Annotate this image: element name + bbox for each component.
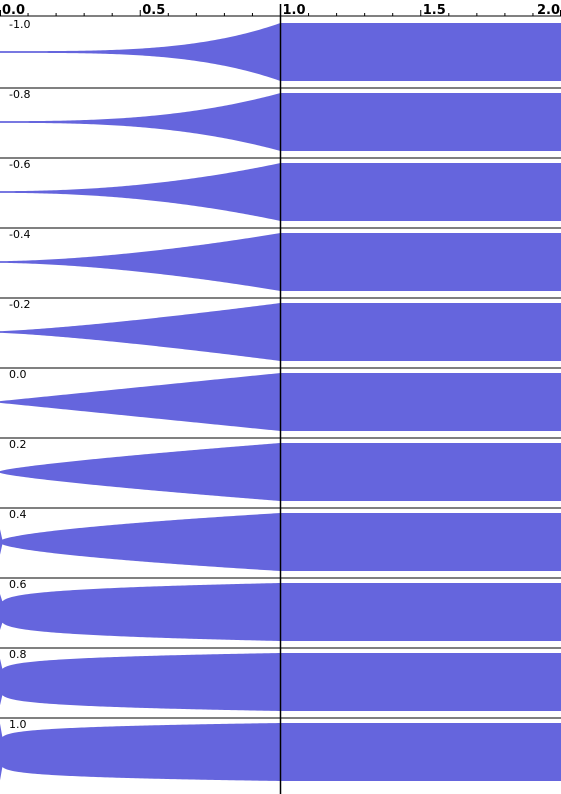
- envelope-row: 0.8: [0, 647, 561, 711]
- envelope-steady: [280, 23, 561, 81]
- x-tick-label: 1.5: [423, 3, 446, 18]
- row-label: -0.8: [9, 88, 30, 101]
- envelope-rows: -1.0 -0.8 -0.6 -0.4 -0.2 0.0 0.2 0.4 0.6 0.8 1.0: [0, 18, 561, 781]
- envelope-growth: [0, 513, 281, 571]
- envelope-steady: [280, 443, 561, 501]
- envelope-row: 0.4: [0, 507, 561, 571]
- row-label: 0.6: [9, 578, 27, 591]
- envelope-row: -0.4: [0, 227, 561, 291]
- envelope-steady: [280, 513, 561, 571]
- row-label: -0.4: [9, 228, 30, 241]
- envelope-row: -0.2: [0, 297, 561, 361]
- envelope-growth: [0, 23, 281, 81]
- row-label: 0.8: [9, 648, 27, 661]
- envelope-row: 0.0: [0, 367, 561, 431]
- x-tick-label: 0.0: [2, 3, 25, 18]
- x-tick-label: 2.0: [537, 3, 560, 18]
- envelope-row: -0.8: [0, 87, 561, 151]
- x-axis: 0.0 0.5 1.0 1.5 2.0: [0, 3, 561, 18]
- envelope-steady: [280, 723, 561, 781]
- row-label: 0.4: [9, 508, 27, 521]
- envelope-growth: [0, 163, 281, 221]
- envelope-steady: [280, 93, 561, 151]
- envelope-steady: [280, 163, 561, 221]
- envelope-row: 0.6: [0, 577, 561, 641]
- envelope-growth: [0, 723, 281, 781]
- envelope-growth: [0, 653, 281, 711]
- envelope-growth: [0, 93, 281, 151]
- envelope-row: -1.0: [0, 18, 561, 81]
- row-label: -0.2: [9, 298, 30, 311]
- envelope-steady: [280, 233, 561, 291]
- envelope-growth: [0, 233, 281, 291]
- x-tick-label: 0.5: [142, 3, 165, 18]
- envelope-steady: [280, 303, 561, 361]
- envelope-row: -0.6: [0, 157, 561, 221]
- row-label: 0.0: [9, 368, 27, 381]
- row-label: -0.6: [9, 158, 30, 171]
- row-label: 1.0: [9, 718, 27, 731]
- envelope-row: 1.0: [0, 717, 561, 781]
- envelope-growth: [0, 583, 281, 641]
- row-label: -1.0: [9, 18, 30, 31]
- row-label: 0.2: [9, 438, 27, 451]
- envelope-steady: [280, 653, 561, 711]
- envelope-steady: [280, 373, 561, 431]
- envelope-row: 0.2: [0, 437, 561, 501]
- envelope-growth: [0, 443, 281, 501]
- x-tick-label: 1.0: [283, 3, 306, 18]
- envelope-growth: [0, 303, 281, 361]
- envelope-growth: [0, 373, 281, 431]
- envelope-steady: [280, 583, 561, 641]
